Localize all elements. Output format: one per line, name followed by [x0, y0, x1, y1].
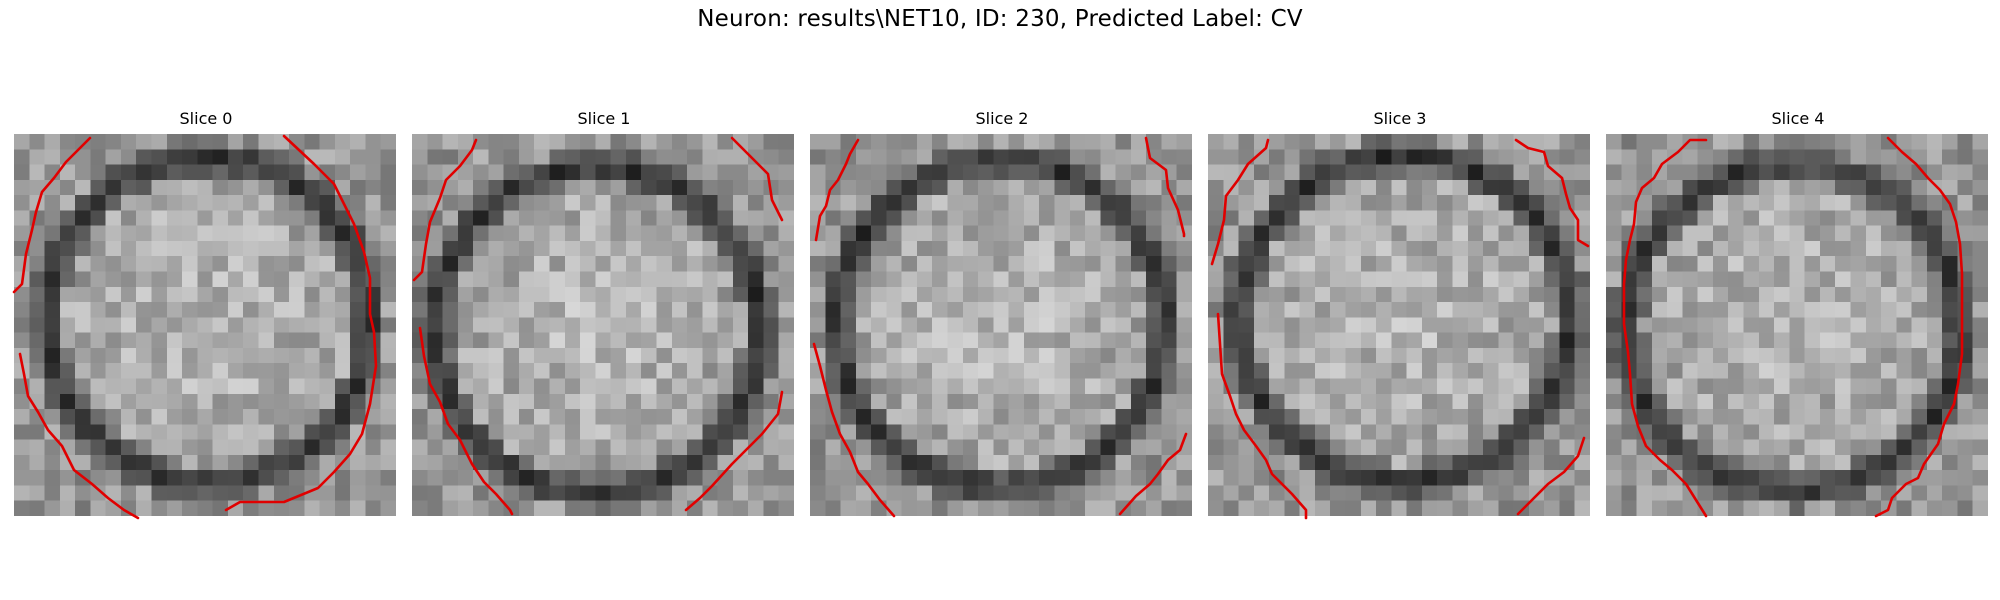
contour-overlay — [1210, 138, 1590, 520]
slice-image — [1606, 134, 1988, 516]
contour-line — [1118, 432, 1188, 516]
slice-title: Slice 4 — [1771, 109, 1825, 128]
slice-title: Slice 1 — [577, 109, 631, 128]
contour-line — [1622, 138, 1708, 518]
contour-line — [1210, 138, 1270, 266]
slice-image — [1208, 134, 1590, 516]
contour-line — [1216, 312, 1308, 520]
slice-title: Slice 3 — [1373, 109, 1427, 128]
slice-panel-2: Slice 2 — [810, 108, 1194, 518]
contour-line — [18, 352, 140, 520]
contour-line — [412, 138, 478, 282]
contour-line — [730, 136, 784, 222]
contour-line — [1516, 436, 1586, 516]
contour-line — [1874, 136, 1964, 518]
slice-title: Slice 2 — [975, 109, 1029, 128]
contour-line — [12, 136, 92, 294]
contour-line — [812, 342, 896, 518]
contour-line — [1514, 138, 1590, 248]
slice-panel-0: Slice 0 — [12, 108, 398, 520]
slice-image — [810, 134, 1192, 516]
contour-line — [814, 138, 860, 242]
contour-overlay — [1622, 136, 1964, 518]
slice-panel-4: Slice 4 — [1606, 108, 1990, 518]
figure-title: Neuron: results\NET10, ID: 230, Predicte… — [697, 6, 1303, 32]
slice-title: Slice 0 — [179, 109, 233, 128]
slice-panel-3: Slice 3 — [1208, 108, 1592, 520]
slice-panel-1: Slice 1 — [412, 108, 796, 516]
contour-overlay — [812, 136, 1188, 518]
contour-line — [418, 326, 514, 516]
contour-line — [224, 134, 378, 512]
contour-overlay — [12, 134, 378, 520]
contour-overlay — [412, 136, 784, 516]
slice-image — [14, 134, 396, 516]
contour-line — [1144, 136, 1186, 238]
contour-line — [684, 390, 784, 512]
slice-image — [412, 134, 794, 516]
